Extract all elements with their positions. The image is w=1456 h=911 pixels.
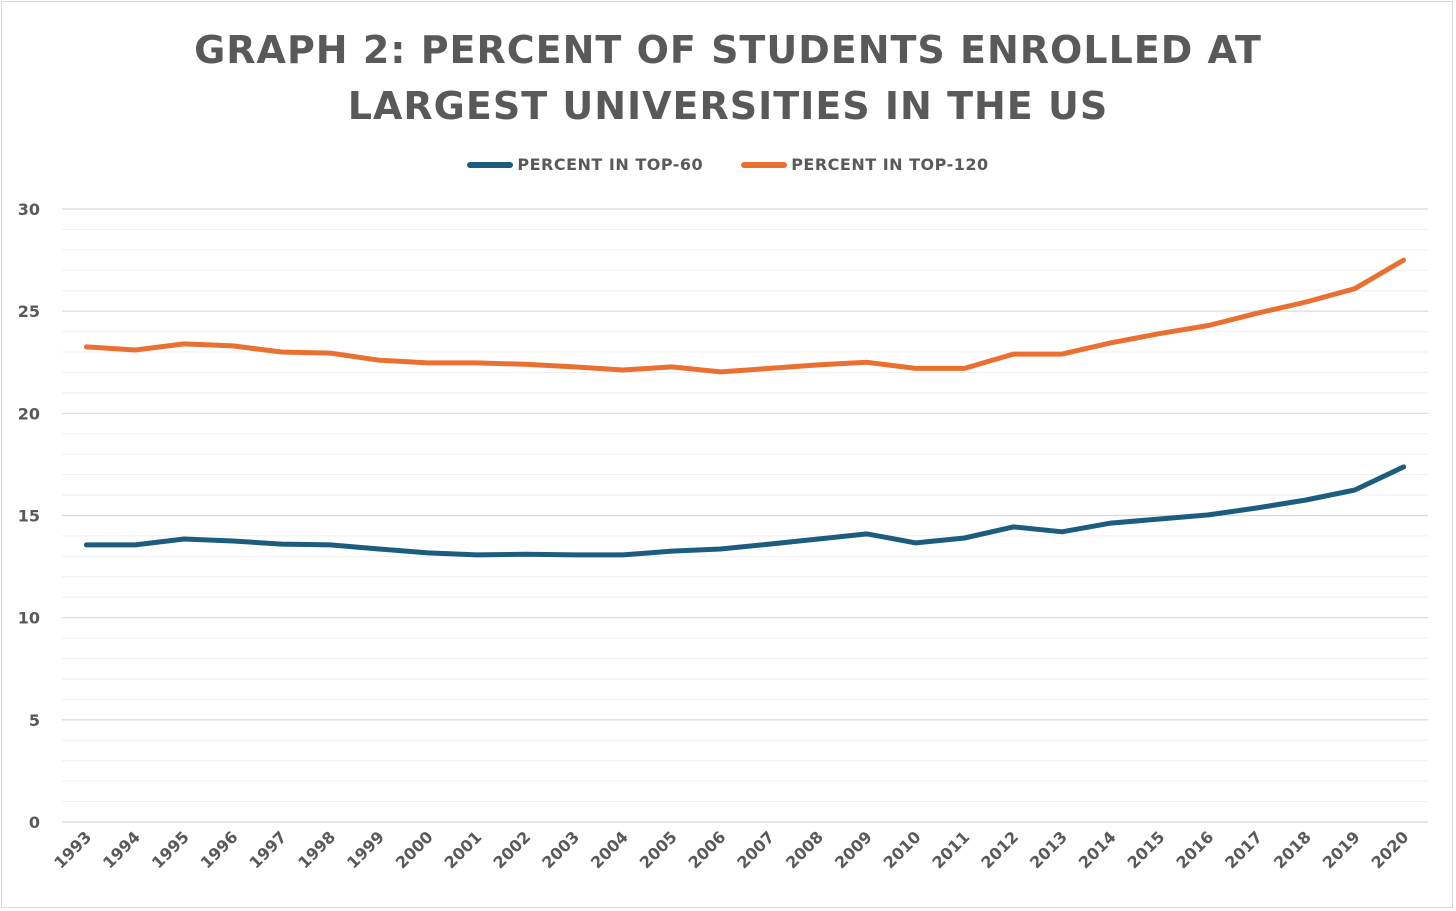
x-tick-label: 2002 — [489, 827, 534, 872]
x-tick-label: 1993 — [50, 827, 95, 872]
x-tick-label: 2004 — [587, 827, 632, 872]
y-tick-label: 5 — [29, 711, 40, 730]
y-tick-label: 0 — [29, 813, 40, 832]
x-tick-label: 1996 — [197, 827, 242, 872]
x-tick-label: 2001 — [441, 827, 486, 872]
y-tick-label: 15 — [18, 507, 40, 526]
x-tick-label: 2018 — [1270, 827, 1315, 872]
chart-title-line-1: GRAPH 2: PERCENT OF STUDENTS ENROLLED AT — [194, 28, 1262, 72]
legend-swatch-top-120 — [741, 161, 788, 168]
x-tick-label: 2014 — [1075, 827, 1120, 872]
y-tick-label: 25 — [18, 302, 40, 321]
series-line-top-60 — [83, 464, 1407, 558]
x-tick-label: 2013 — [1026, 827, 1071, 872]
legend: PERCENT IN TOP-60 PERCENT IN TOP-120 — [0, 155, 1456, 174]
x-tick-label: 1994 — [99, 827, 144, 872]
legend-label-top-120: PERCENT IN TOP-120 — [791, 155, 989, 174]
legend-item-top-60: PERCENT IN TOP-60 — [467, 155, 703, 174]
x-tick-label: 1998 — [294, 827, 339, 872]
chart-title-line-2: LARGEST UNIVERSITIES IN THE US — [347, 84, 1109, 128]
x-tick-label: 2017 — [1221, 827, 1266, 872]
legend-label-top-60: PERCENT IN TOP-60 — [517, 155, 704, 174]
x-tick-label: 2020 — [1368, 827, 1413, 872]
x-tick-label: 2010 — [880, 827, 925, 872]
y-tick-label: 30 — [18, 200, 40, 219]
x-tick-label: 1995 — [148, 827, 193, 872]
x-tick-label: 2003 — [538, 827, 583, 872]
legend-item-top-120: PERCENT IN TOP-120 — [741, 155, 988, 174]
x-tick-label: 2008 — [782, 827, 827, 872]
chart-title: GRAPH 2: PERCENT OF STUDENTS ENROLLED AT… — [0, 22, 1456, 134]
x-tick-label: 2019 — [1319, 827, 1364, 872]
y-tick-label: 20 — [18, 404, 40, 423]
x-tick-label: 2006 — [685, 827, 730, 872]
x-tick-label: 2015 — [1124, 827, 1169, 872]
x-tick-label: 1997 — [245, 827, 290, 872]
x-tick-label: 1999 — [343, 827, 388, 872]
x-tick-label: 2011 — [928, 827, 973, 872]
x-tick-label: 2012 — [977, 827, 1022, 872]
x-tick-label: 2005 — [636, 827, 681, 872]
x-tick-label: 2009 — [831, 827, 876, 872]
series-line-top-120 — [83, 257, 1407, 375]
x-tick-label: 2007 — [733, 827, 778, 872]
legend-swatch-top-60 — [467, 161, 514, 168]
x-tick-label: 2000 — [392, 827, 437, 872]
y-tick-label: 10 — [18, 609, 40, 628]
x-tick-label: 2016 — [1172, 827, 1217, 872]
